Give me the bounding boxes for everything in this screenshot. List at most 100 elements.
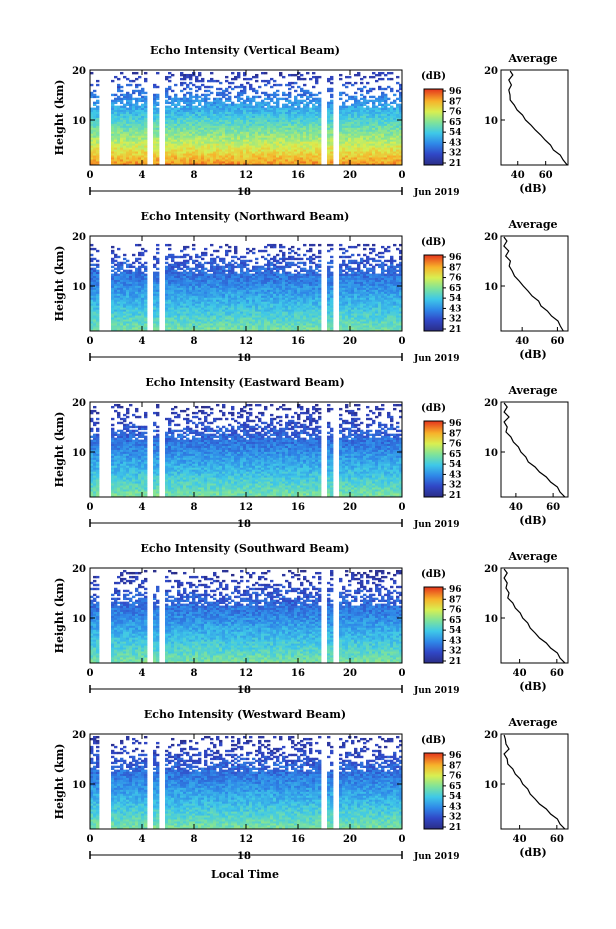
heatmap-cell (327, 77, 331, 81)
heatmap-cell (312, 105, 316, 109)
heatmap-cell (141, 147, 145, 150)
heatmap-cell (192, 101, 196, 105)
heatmap-cell (114, 127, 118, 130)
heatmap-cell (129, 263, 133, 267)
heatmap-cell (372, 105, 376, 109)
heatmap-cell (303, 159, 307, 162)
heatmap-cell (123, 131, 127, 134)
heatmap-cell (117, 157, 121, 160)
heatmap-cell (198, 151, 202, 154)
heatmap-cell (273, 151, 277, 154)
heatmap-cell (222, 163, 226, 166)
heatmap-cell (111, 125, 115, 128)
heatmap-cell (366, 123, 370, 126)
heatmap-cell (270, 163, 274, 166)
heatmap-cell (225, 121, 229, 124)
heatmap-cell (132, 161, 136, 164)
heatmap-cell (231, 263, 235, 267)
heatmap-cell (375, 107, 379, 110)
heatmap-cell (273, 113, 277, 116)
heatmap-cell (171, 141, 175, 144)
heatmap-cell (132, 147, 136, 150)
heatmap-cell (126, 77, 130, 81)
heatmap-cell (222, 111, 226, 114)
heatmap-cell (327, 155, 331, 158)
heatmap-cell (375, 121, 379, 124)
heatmap-cell (309, 143, 313, 146)
heatmap-cell (285, 105, 289, 109)
heatmap-cell (234, 159, 238, 162)
heatmap-cell (363, 147, 367, 150)
heatmap-cell (354, 107, 358, 110)
heatmap-cell (165, 157, 169, 160)
heatmap-cell (378, 73, 382, 77)
heatmap-cell (372, 145, 376, 148)
heatmap-cell (276, 133, 280, 136)
heatmap-cell (222, 161, 226, 164)
heatmap-cell (180, 113, 184, 116)
heatmap-cell (177, 117, 181, 120)
heatmap-cell (348, 121, 352, 124)
heatmap-cell (282, 143, 286, 146)
heatmap-cell (330, 163, 334, 166)
heatmap-cell (204, 153, 208, 156)
heatmap-cell (186, 155, 190, 158)
heatmap-cell (267, 155, 271, 158)
heatmap-cell (327, 121, 331, 124)
heatmap-cell (258, 121, 262, 124)
panel-title: Echo Intensity (Northward Beam) (141, 210, 350, 223)
heatmap-cell (207, 113, 211, 116)
heatmap-cell (117, 141, 121, 144)
heatmap-cell (207, 149, 211, 152)
heatmap-cell (228, 121, 232, 124)
heatmap-cell (294, 111, 298, 114)
heatmap-cell (129, 95, 133, 99)
heatmap-cell (330, 139, 334, 142)
heatmap-cell (213, 107, 217, 110)
heatmap-cell (177, 119, 181, 122)
heatmap-cell (183, 269, 187, 273)
heatmap-cell (297, 101, 301, 105)
heatmap-cell (354, 129, 358, 132)
heatmap-cell (237, 125, 241, 128)
heatmap-cell (249, 145, 253, 148)
heatmap-cell (273, 139, 277, 142)
heatmap-cell (294, 159, 298, 162)
heatmap-cell (213, 133, 217, 136)
heatmap-cell (225, 99, 229, 103)
heatmap-cell (279, 135, 283, 138)
heatmap-cell (192, 267, 196, 271)
heatmap-cell (315, 129, 319, 132)
heatmap-cell (180, 121, 184, 124)
heatmap-cell (372, 109, 376, 112)
heatmap-cell (294, 81, 298, 85)
heatmap-cell (144, 151, 148, 154)
heatmap-cell (240, 121, 244, 124)
heatmap-cell (144, 101, 148, 105)
heatmap-cell (273, 133, 277, 136)
heatmap-cell (288, 147, 292, 150)
average-title: Average (507, 52, 557, 65)
heatmap-cell (231, 127, 235, 130)
heatmap-cell (366, 147, 370, 150)
heatmap-cell (144, 111, 148, 114)
heatmap-cell (234, 75, 238, 79)
heatmap-cell (276, 105, 280, 109)
heatmap-cell (210, 147, 214, 150)
heatmap-cell (249, 119, 253, 122)
heatmap-cell (258, 123, 262, 126)
heatmap-cell (372, 135, 376, 138)
heatmap-cell (369, 145, 373, 148)
heatmap-cell (156, 149, 160, 152)
heatmap-cell (240, 91, 244, 95)
heatmap-cell (135, 267, 139, 271)
heatmap-cell (300, 109, 304, 112)
heatmap-cell (114, 97, 118, 101)
heatmap-cell (252, 105, 256, 109)
heatmap-cell (297, 119, 301, 122)
heatmap-cell (171, 153, 175, 156)
heatmap-cell (360, 119, 364, 122)
heatmap-cell (129, 101, 133, 105)
heatmap-cell (303, 163, 307, 166)
heatmap-cell (258, 115, 262, 118)
